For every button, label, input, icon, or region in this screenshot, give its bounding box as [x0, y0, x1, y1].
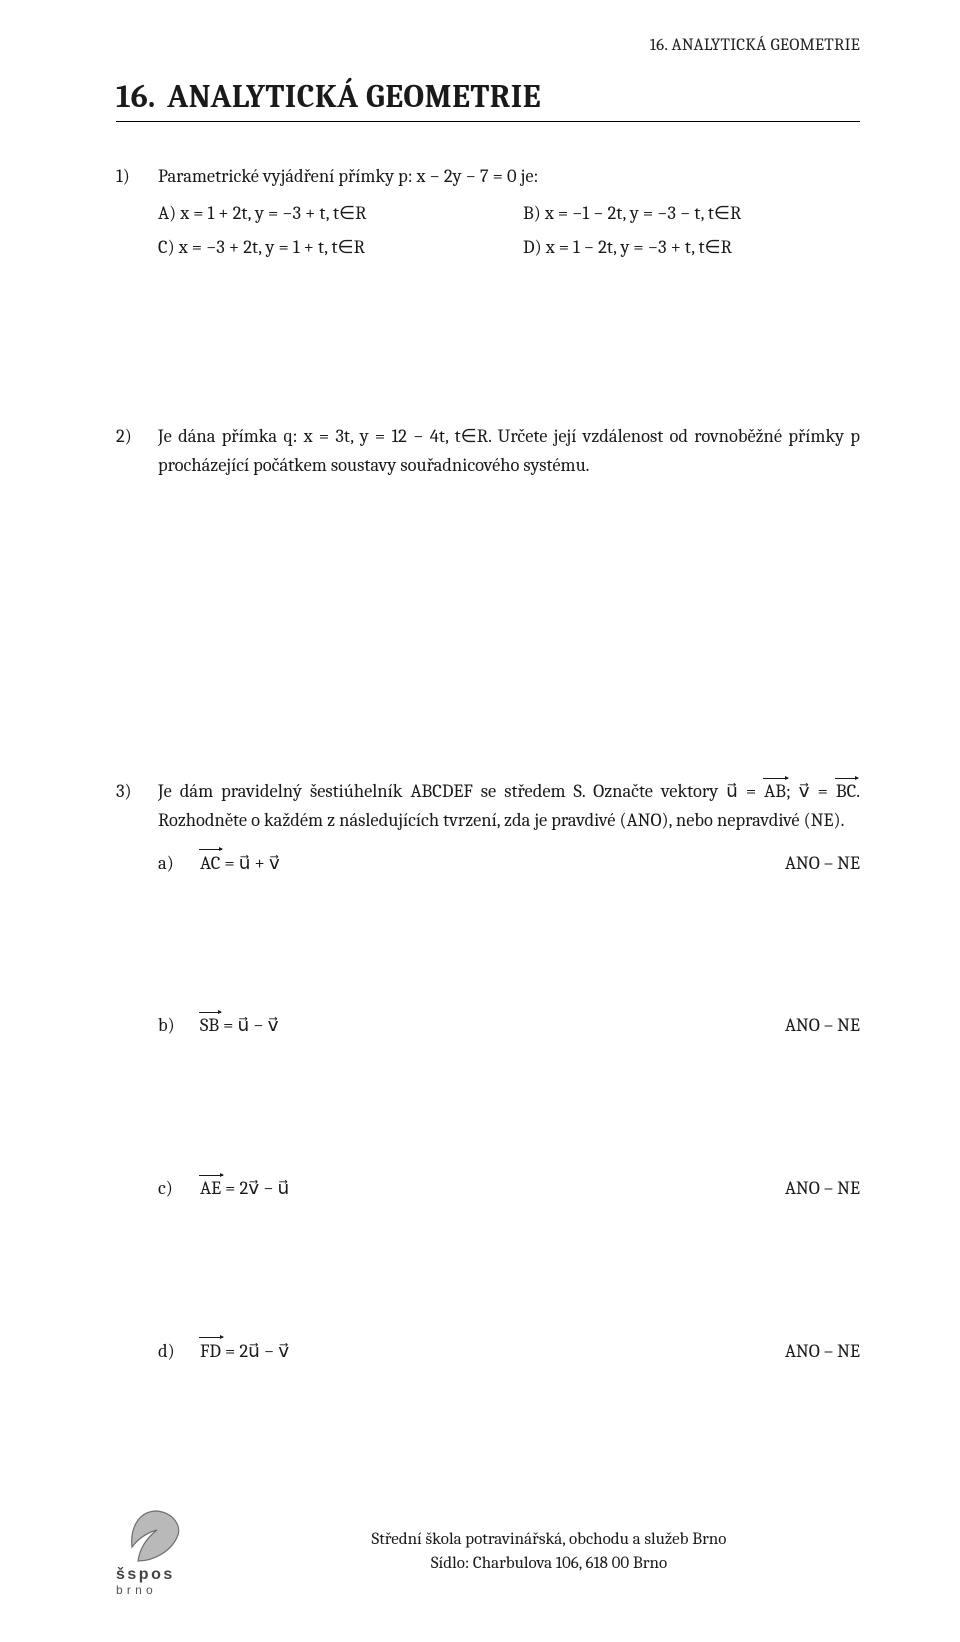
vec-ac: AC	[200, 849, 220, 878]
problem-3-body: Je dám pravidelný šestiúhelník ABCDEF se…	[158, 777, 860, 1365]
problem-1-option-d: D) x = 1 − 2t, y = −3 + t, t∈R	[523, 233, 860, 262]
title-row: 16. ANALYTICKÁ GEOMETRIE	[116, 78, 860, 122]
item-c-label: c)	[158, 1174, 200, 1203]
vec-sb: SB	[200, 1011, 219, 1040]
problem-2-text: Je dána přímka q: x = 3t, y = 12 − 4t, t…	[158, 422, 860, 479]
problem-3-items: a) AC = u⃗ + v⃗ ANO – NE b) SB = u⃗ − v⃗…	[158, 849, 860, 1366]
footer-line-2: Sídlo: Charbulova 106, 618 00 Brno	[138, 1552, 960, 1576]
problem-1-intro-post: je:	[517, 165, 539, 187]
vec-bc: BC	[836, 777, 856, 806]
problem-1-intro-eq: x − 2y − 7 = 0	[417, 165, 517, 187]
problem-2-body: Je dána přímka q: x = 3t, y = 12 − 4t, t…	[158, 422, 860, 487]
problem-1: 1) Parametrické vyjádření přímky p: x − …	[116, 162, 860, 262]
problem-3-item-c: c) AE = 2v⃗ − u⃗ ANO – NE	[158, 1174, 860, 1203]
footer: šspos brno Střední škola potravinářská, …	[0, 1507, 960, 1596]
problem-1-option-a: A) x = 1 + 2t, y = −3 + t, t∈R	[158, 199, 495, 228]
problem-1-body: Parametrické vyjádření přímky p: x − 2y …	[158, 162, 860, 262]
item-c-answer: ANO – NE	[785, 1174, 860, 1203]
problem-1-option-b: B) x = −1 − 2t, y = −3 − t, t∈R	[523, 199, 860, 228]
problem-1-number: 1)	[116, 162, 158, 262]
title-number: 16.	[116, 78, 155, 115]
problem-1-intro-pre: Parametrické vyjádření přímky p:	[158, 165, 417, 187]
item-b-label: b)	[158, 1011, 200, 1040]
item-d-rhs: = 2u⃗ − v⃗	[221, 1340, 289, 1362]
item-d-expr: FD = 2u⃗ − v⃗	[200, 1337, 785, 1366]
item-c-rhs: = 2v⃗ − u⃗	[221, 1177, 289, 1199]
spacer	[116, 304, 860, 422]
page: 16. ANALYTICKÁ GEOMETRIE 16. ANALYTICKÁ …	[0, 0, 960, 1365]
item-b-rhs: = u⃗ − v⃗	[219, 1014, 278, 1036]
vec-ae: AE	[200, 1174, 221, 1203]
problem-3-intro: Je dám pravidelný šestiúhelník ABCDEF se…	[158, 777, 860, 834]
problem-2-number: 2)	[116, 422, 158, 487]
problem-1-options: A) x = 1 + 2t, y = −3 + t, t∈R B) x = −1…	[158, 199, 860, 262]
problem-1-intro: Parametrické vyjádření přímky p: x − 2y …	[158, 162, 860, 191]
title-text: ANALYTICKÁ GEOMETRIE	[167, 78, 541, 115]
problem-1-option-c: C) x = −3 + 2t, y = 1 + t, t∈R	[158, 233, 495, 262]
problem-3-item-b: b) SB = u⃗ − v⃗ ANO – NE	[158, 1011, 860, 1040]
item-a-answer: ANO – NE	[785, 849, 860, 878]
problem-2-line1a: Je dána přímka q:	[158, 425, 304, 447]
problem-3-number: 3)	[116, 777, 158, 1365]
item-d-label: d)	[158, 1337, 200, 1366]
item-c-expr: AE = 2v⃗ − u⃗	[200, 1174, 785, 1203]
item-a-expr: AC = u⃗ + v⃗	[200, 849, 785, 878]
logo-line-2: brno	[116, 1584, 198, 1596]
problem-3-intro-a: Je dám pravidelný šestiúhelník ABCDEF se…	[158, 780, 726, 802]
vec-u-symbol: u⃗	[726, 780, 738, 802]
problem-2-eq: x = 3t, y = 12 − 4t, t∈R	[304, 425, 488, 447]
vec-ab: AB	[764, 777, 786, 806]
vec-fd: FD	[200, 1337, 221, 1366]
footer-text: Střední škola potravinářská, obchodu a s…	[138, 1528, 960, 1576]
item-a-rhs: = u⃗ + v⃗	[220, 852, 279, 874]
spacer	[116, 529, 860, 777]
item-b-expr: SB = u⃗ − v⃗	[200, 1011, 785, 1040]
problem-3-u-def: u⃗ = AB; v⃗ = BC	[726, 780, 856, 802]
footer-line-1: Střední škola potravinářská, obchodu a s…	[138, 1528, 960, 1552]
problem-3: 3) Je dám pravidelný šestiúhelník ABCDEF…	[116, 777, 860, 1365]
problem-2-line1b: . Určete její vzdálenost od rovnoběžné	[488, 425, 782, 447]
item-d-answer: ANO – NE	[785, 1337, 860, 1366]
problem-2: 2) Je dána přímka q: x = 3t, y = 12 − 4t…	[116, 422, 860, 487]
problem-3-item-d: d) FD = 2u⃗ − v⃗ ANO – NE	[158, 1337, 860, 1366]
header-corner-label: 16. ANALYTICKÁ GEOMETRIE	[650, 36, 860, 55]
item-a-label: a)	[158, 849, 200, 878]
vec-v-symbol: v⃗	[799, 780, 810, 802]
problem-3-item-a: a) AC = u⃗ + v⃗ ANO – NE	[158, 849, 860, 878]
item-b-answer: ANO – NE	[785, 1011, 860, 1040]
